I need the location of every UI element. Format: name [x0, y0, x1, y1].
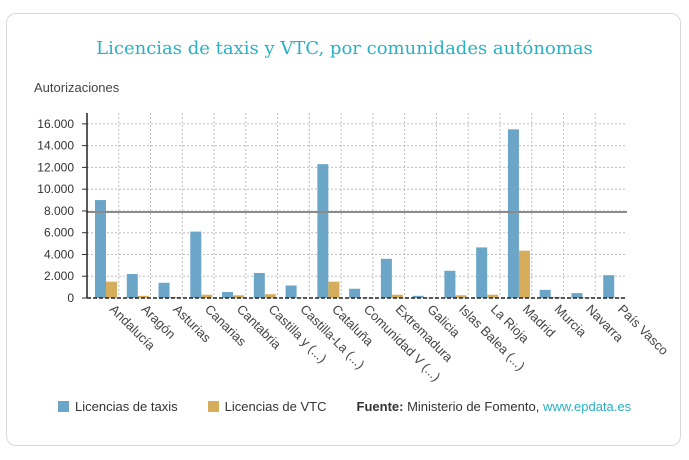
bar-taxis	[380, 258, 392, 298]
legend-label-taxis: Licencias de taxis	[75, 399, 178, 414]
x-tick-label: Murcia	[551, 302, 590, 341]
source-credit: Fuente: Ministerio de Fomento, www.epdat…	[357, 399, 632, 414]
bar-vtc	[455, 295, 467, 298]
y-tick-label: 14.000	[37, 139, 74, 153]
source-text: Ministerio de Fomento,	[407, 399, 540, 414]
y-tick-label: 8.000	[44, 204, 74, 218]
bar-vtc	[106, 281, 117, 298]
y-tick-label: 2.000	[44, 269, 74, 283]
bar-vtc	[264, 294, 276, 298]
bar-taxis	[317, 164, 329, 298]
bar-taxis	[190, 231, 202, 298]
bar-vtc	[518, 250, 530, 298]
bar-taxis	[507, 129, 519, 298]
legend-swatch-vtc	[207, 401, 219, 412]
source-label: Fuente:	[356, 399, 404, 414]
bar-vtc	[296, 297, 308, 298]
bar-taxis	[349, 288, 361, 298]
bar-taxis	[95, 200, 106, 298]
bar-taxis	[253, 272, 265, 298]
bar-vtc	[137, 295, 149, 298]
bar-vtc	[169, 296, 181, 298]
y-tick-label: 0	[67, 291, 74, 305]
bar-vtc	[614, 297, 626, 298]
y-tick-label: 12.000	[37, 160, 74, 174]
y-tick-label: 4.000	[44, 247, 74, 261]
bar-chart: 0 2.000 4.000 6.000 8.000 10.000 12.000 14.000 1…	[37, 113, 671, 384]
y-tick-label: 10.000	[37, 182, 74, 196]
bar-taxis	[539, 289, 551, 298]
bar-taxis	[126, 274, 138, 298]
legend-item-vtc[interactable]: Licencias de VTC	[207, 399, 327, 414]
legend-swatch-taxis	[58, 401, 69, 412]
bar-taxis	[476, 247, 488, 298]
y-axis-label: Autorizaciones	[34, 80, 120, 95]
bar-vtc	[391, 294, 403, 298]
x-tick-label: País Vasco	[615, 302, 671, 358]
bar-vtc	[201, 294, 213, 298]
bar-taxis	[412, 295, 424, 298]
bar-taxis	[158, 282, 170, 298]
bar-vtc	[233, 295, 245, 298]
bar-taxis	[571, 293, 583, 298]
bar-taxis	[603, 275, 615, 298]
bar-taxis	[285, 285, 297, 298]
bar-taxis	[222, 292, 234, 298]
legend: Licencias de taxis Licencias de VTC Fuen…	[58, 399, 631, 414]
legend-item-taxis[interactable]: Licencias de taxis	[58, 399, 178, 414]
chart-title: Licencias de taxis y VTC, por comunidade…	[96, 38, 593, 59]
bar-vtc	[487, 294, 499, 298]
source-link[interactable]: www.epdata.es	[542, 399, 632, 414]
bar-vtc	[328, 281, 340, 298]
legend-label-vtc: Licencias de VTC	[224, 399, 327, 414]
y-tick-label: 16.000	[37, 117, 74, 131]
bar-taxis	[444, 270, 456, 298]
y-tick-label: 6.000	[44, 226, 74, 240]
